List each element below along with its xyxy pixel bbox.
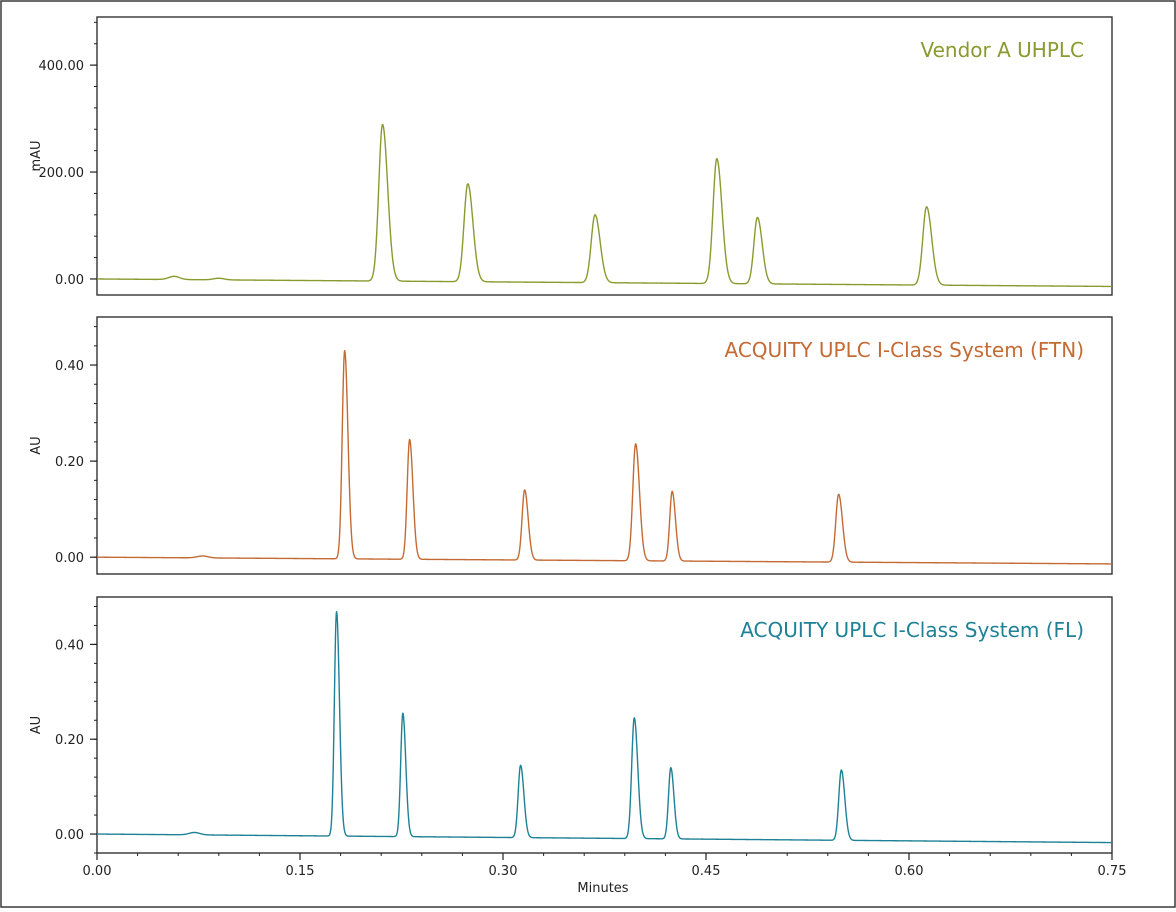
plot-frame (96, 596, 1113, 854)
plot-frame (96, 16, 1113, 296)
y-tick-label: 0.40 (55, 638, 84, 653)
x-tick-label: 0.30 (489, 864, 518, 879)
x-tick-label: 0.15 (286, 864, 315, 879)
chart-panel-1: 0.00 200.00 400.00 mAU Vendor A UHPLC (29, 16, 1113, 296)
y-tick-label: 200.00 (39, 166, 85, 181)
y-tick-label: 0.40 (55, 359, 84, 374)
series-trace (96, 349, 1113, 565)
x-tick-label: 0.00 (83, 864, 112, 879)
panel-title: Vendor A UHPLC (920, 38, 1084, 62)
chart-panel-3: 0.00 0.20 0.40 AU ACQUITY UPLC I-Class Syste… (29, 596, 1113, 854)
x-tick-label: 0.45 (692, 864, 721, 879)
y-axis-label: AU (29, 436, 44, 454)
y-tick-label: 0.00 (55, 273, 84, 288)
series-trace (96, 123, 1113, 288)
series-trace (96, 611, 1113, 844)
chart-panel-2: 0.00 0.20 0.40 AU ACQUITY UPLC I-Class Syste… (29, 316, 1113, 575)
y-tick-label: 400.00 (39, 59, 85, 74)
y-tick-label: 0.20 (55, 455, 84, 470)
x-tick-label: 0.75 (1098, 864, 1127, 879)
panel-title: ACQUITY UPLC I-Class System (FL) (740, 618, 1084, 642)
y-tick-label: 0.00 (55, 828, 84, 843)
x-axis-label: Minutes (577, 881, 628, 896)
y-tick-label: 0.20 (55, 733, 84, 748)
plot-frame (96, 316, 1113, 575)
panel-title: ACQUITY UPLC I-Class System (FTN) (725, 338, 1085, 362)
y-tick-label: 0.00 (55, 551, 84, 566)
x-axis: 0.00 0.15 0.30 0.45 0.60 0.75 (83, 853, 1127, 879)
y-axis-label: AU (29, 716, 44, 734)
x-tick-label: 0.60 (895, 864, 924, 879)
y-axis-label: mAU (29, 140, 44, 171)
